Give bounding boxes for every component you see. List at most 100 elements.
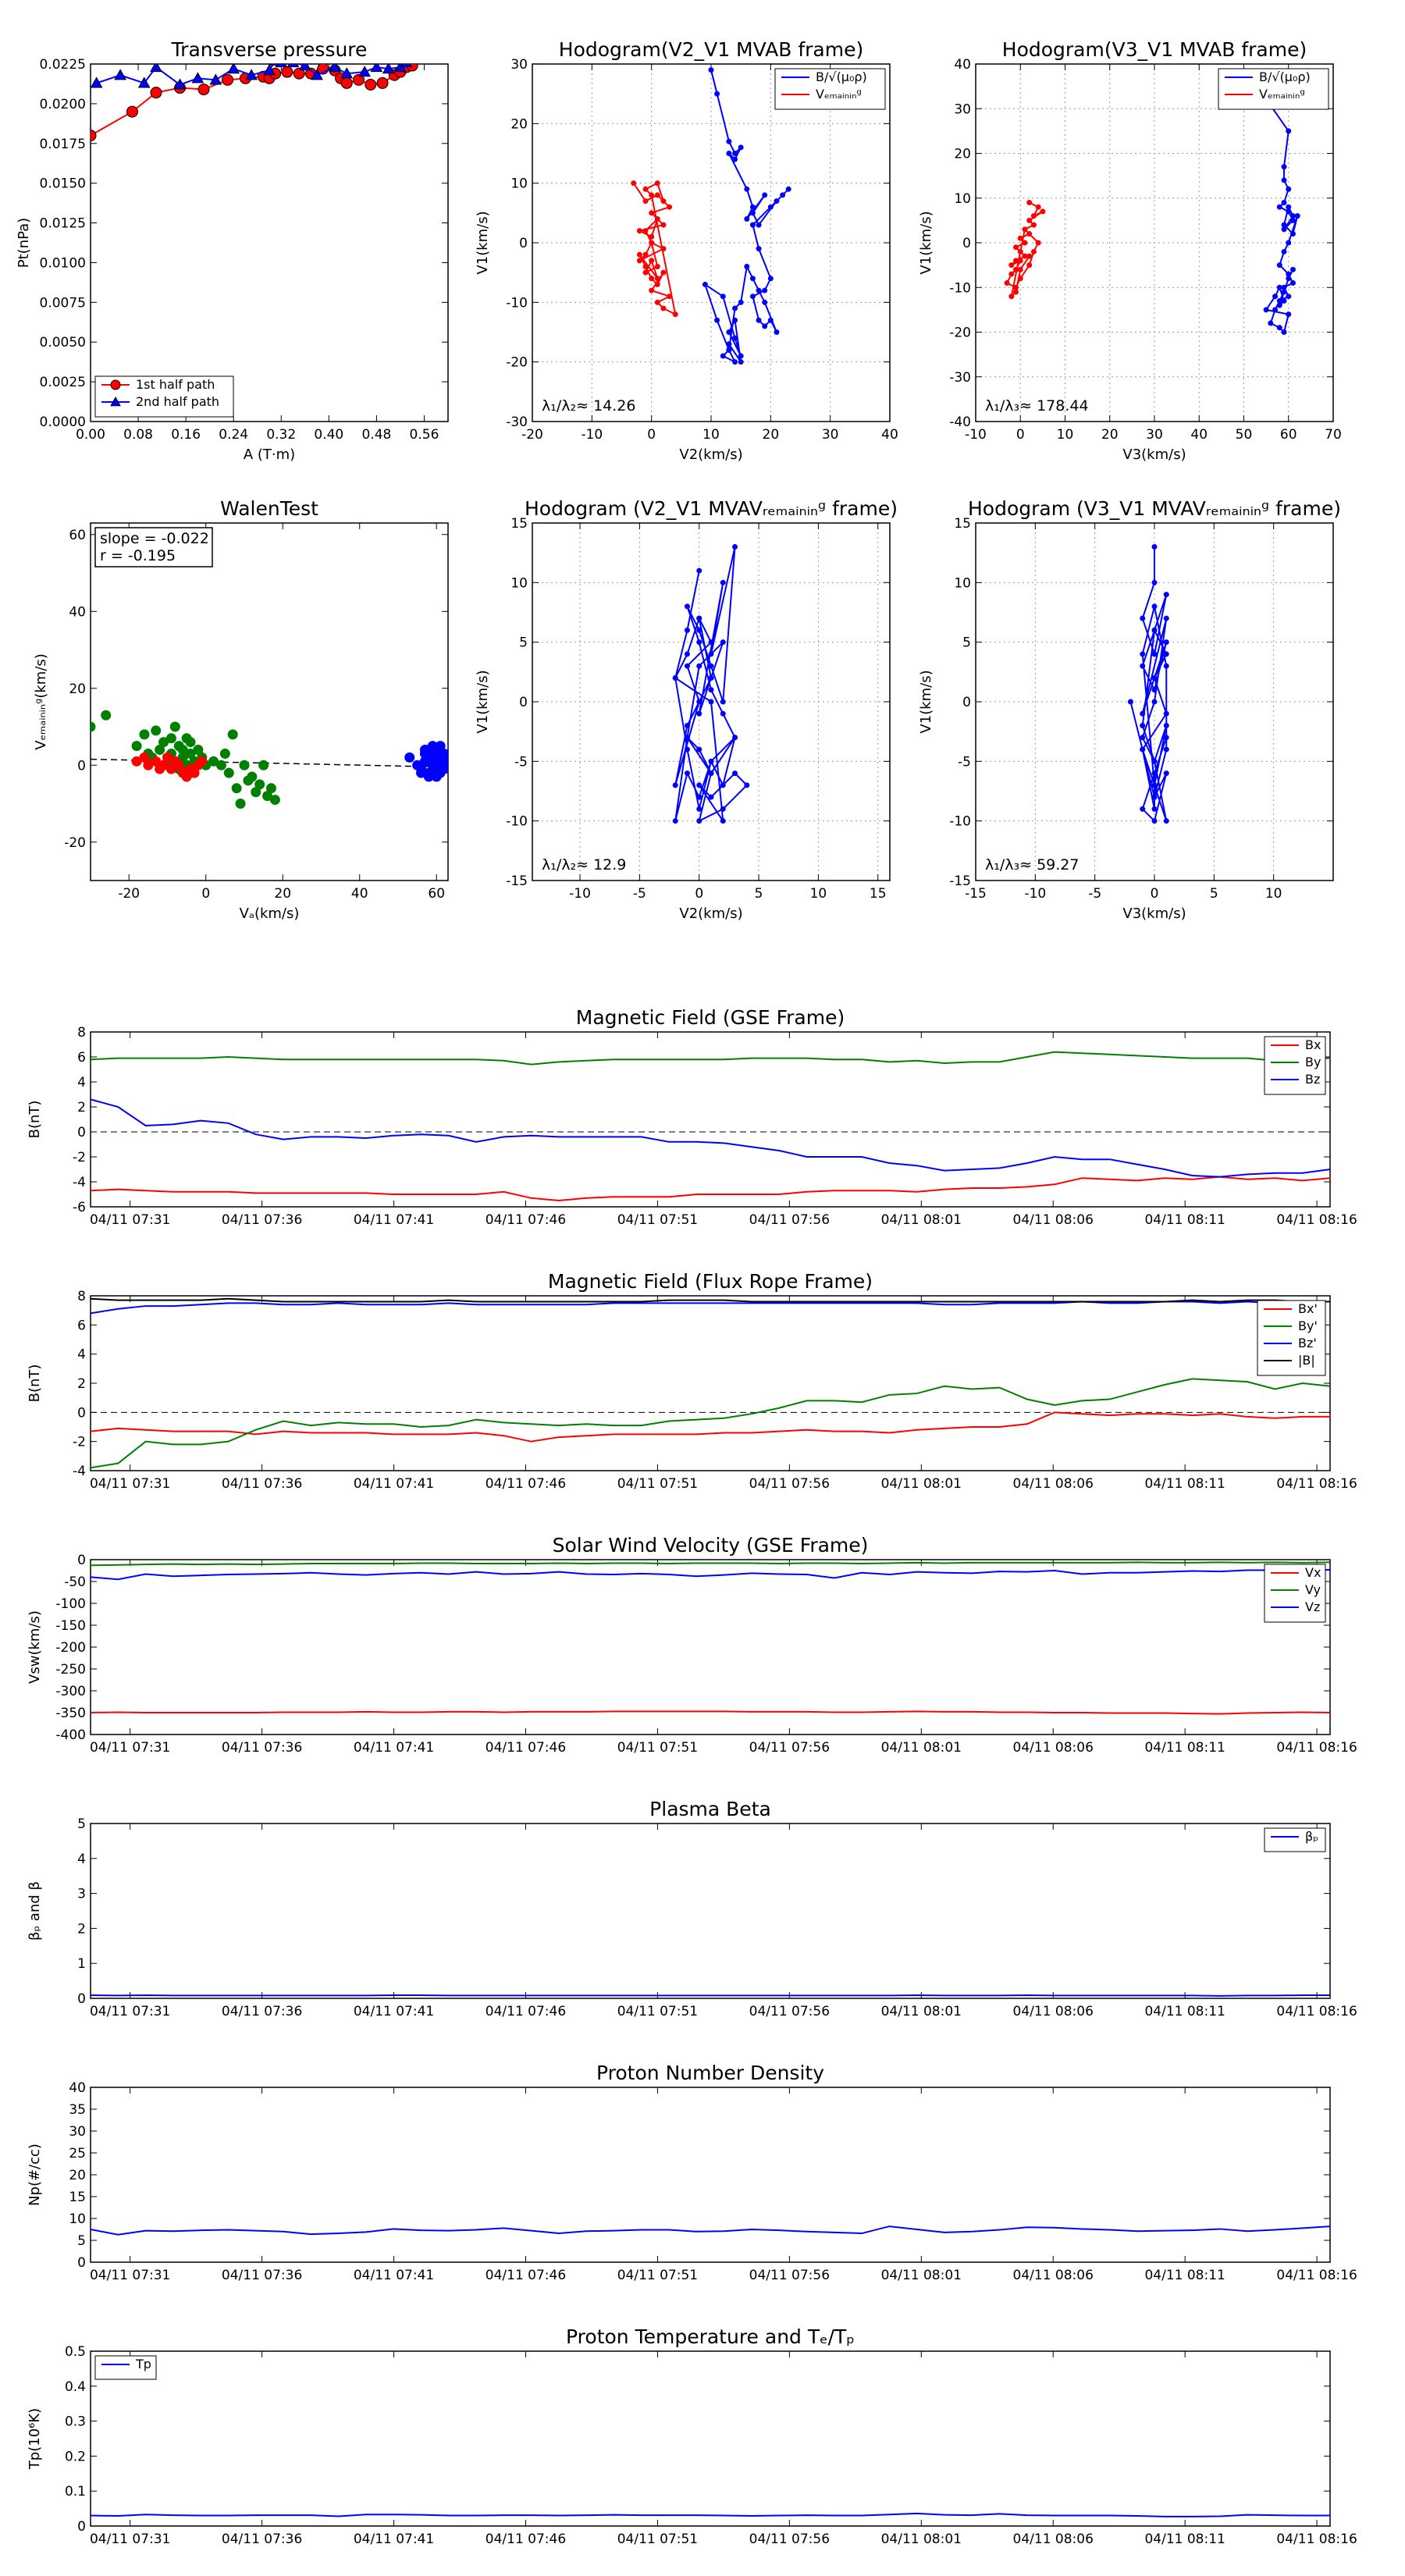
x-tick-label: 04/11 08:06 bbox=[1013, 2268, 1094, 2283]
x-tick-label: 15 bbox=[870, 886, 887, 902]
y-tick-label: -150 bbox=[55, 1618, 86, 1634]
x-tick-label: 0.16 bbox=[171, 427, 201, 443]
data-point bbox=[1140, 806, 1146, 812]
data-point bbox=[714, 317, 720, 323]
y-tick-label: 0.1 bbox=[65, 2484, 86, 2500]
plot-frame bbox=[90, 2350, 1331, 2527]
data-point bbox=[1276, 204, 1282, 210]
y-tick-label: 0.0175 bbox=[40, 137, 86, 152]
data-point bbox=[1140, 723, 1146, 729]
data-point bbox=[744, 264, 750, 270]
data-point bbox=[1013, 289, 1019, 295]
x-tick-label: 04/11 07:41 bbox=[354, 2532, 434, 2547]
data-point bbox=[340, 76, 353, 89]
data-point bbox=[235, 799, 246, 809]
y-tick-label: -2 bbox=[73, 1150, 86, 1165]
data-point bbox=[726, 151, 732, 156]
series-line bbox=[90, 1098, 1331, 1178]
data-point bbox=[1151, 651, 1158, 657]
y-tick-label: 5 bbox=[519, 635, 528, 651]
y-tick-label: -50 bbox=[64, 1574, 86, 1590]
data-point bbox=[258, 760, 269, 770]
data-point bbox=[1286, 240, 1292, 246]
data-point bbox=[1272, 307, 1279, 313]
y-tick-label: 10 bbox=[69, 2211, 86, 2227]
x-tick-label: 04/11 07:36 bbox=[222, 1740, 302, 1756]
y-tick-label: -400 bbox=[55, 1727, 86, 1743]
data-point bbox=[1151, 818, 1158, 824]
y-tick-label: 0.0050 bbox=[40, 335, 86, 350]
data-point bbox=[1140, 710, 1146, 717]
stats-line: r = -0.195 bbox=[100, 547, 176, 564]
data-point bbox=[708, 663, 714, 669]
y-tick-label: 2 bbox=[77, 1100, 86, 1115]
y-tick-label: 30 bbox=[954, 101, 971, 117]
data-point bbox=[1140, 651, 1146, 657]
y-tick-label: -4 bbox=[73, 1175, 86, 1190]
data-point bbox=[1026, 253, 1033, 259]
x-tick-label: 04/11 07:46 bbox=[486, 1740, 566, 1756]
y-axis-label: B(nT) bbox=[27, 1101, 43, 1139]
x-tick-label: 04/11 08:01 bbox=[881, 2532, 962, 2547]
series-line bbox=[90, 1710, 1331, 1715]
data-point bbox=[247, 771, 258, 782]
data-point bbox=[293, 67, 305, 80]
y-tick-label: 4 bbox=[77, 1347, 86, 1363]
y-tick-label: -10 bbox=[506, 814, 528, 830]
data-point bbox=[150, 87, 162, 99]
data-point bbox=[696, 710, 702, 717]
data-point bbox=[749, 204, 756, 210]
plot-area bbox=[1004, 84, 1300, 335]
x-tick-label: 04/11 07:56 bbox=[749, 1476, 830, 1492]
series-line bbox=[90, 1561, 1331, 1567]
data-point bbox=[642, 186, 649, 192]
data-point bbox=[254, 779, 265, 790]
plot-frame bbox=[975, 63, 1334, 422]
data-point bbox=[1286, 128, 1292, 134]
x-tick-label: 04/11 07:36 bbox=[222, 2004, 302, 2019]
data-point bbox=[185, 737, 196, 748]
data-point bbox=[1017, 258, 1023, 264]
data-point bbox=[642, 269, 649, 276]
y-tick-label: -5 bbox=[514, 754, 528, 770]
data-point bbox=[720, 699, 726, 705]
plot-area bbox=[91, 710, 448, 809]
x-tick-label: 0 bbox=[647, 427, 656, 443]
data-point bbox=[672, 311, 678, 318]
data-point bbox=[660, 222, 667, 228]
data-point bbox=[1163, 818, 1169, 824]
data-point bbox=[286, 64, 300, 68]
eigen-ratio-annotation: λ₁/λ₃≈ 59.27 bbox=[985, 856, 1079, 873]
y-tick-label: -6 bbox=[73, 1200, 86, 1215]
y-tick-label: 3 bbox=[77, 1887, 86, 1902]
plot-frame bbox=[90, 1295, 1331, 1471]
x-tick-label: 04/11 08:06 bbox=[1013, 1476, 1094, 1492]
series-line bbox=[90, 2226, 1331, 2236]
y-tick-label: 0 bbox=[962, 695, 971, 710]
x-tick-label: 0.56 bbox=[410, 427, 439, 443]
plot-frame bbox=[532, 63, 891, 422]
y-tick-label: 0 bbox=[77, 2255, 86, 2271]
data-point bbox=[1151, 699, 1158, 705]
data-point bbox=[1140, 615, 1146, 621]
y-tick-label: 2 bbox=[77, 1921, 86, 1937]
y-tick-label: -250 bbox=[55, 1662, 86, 1678]
x-tick-label: 10 bbox=[1057, 427, 1074, 443]
x-tick-label: 04/11 08:01 bbox=[881, 2004, 962, 2019]
data-point bbox=[785, 186, 791, 192]
legend-box bbox=[1264, 1564, 1326, 1623]
x-tick-label: 04/11 07:46 bbox=[486, 2532, 566, 2547]
data-point bbox=[654, 264, 660, 270]
data-point bbox=[720, 782, 726, 788]
data-point bbox=[165, 733, 176, 744]
x-tick-label: 04/11 07:56 bbox=[749, 1212, 830, 1228]
y-tick-label: 8 bbox=[77, 1289, 86, 1304]
y-axis-label: B(nT) bbox=[27, 1364, 43, 1403]
legend-label: Vₑₘₐᵢₙᵢₙᵍ bbox=[816, 87, 862, 101]
y-tick-label: 0 bbox=[77, 2519, 86, 2535]
data-point bbox=[101, 710, 112, 720]
data-point bbox=[1035, 240, 1041, 246]
y-axis-label: Vₑₘₐᵢₙᵢₙᵍ(km/s) bbox=[33, 653, 49, 750]
data-point bbox=[400, 64, 413, 68]
